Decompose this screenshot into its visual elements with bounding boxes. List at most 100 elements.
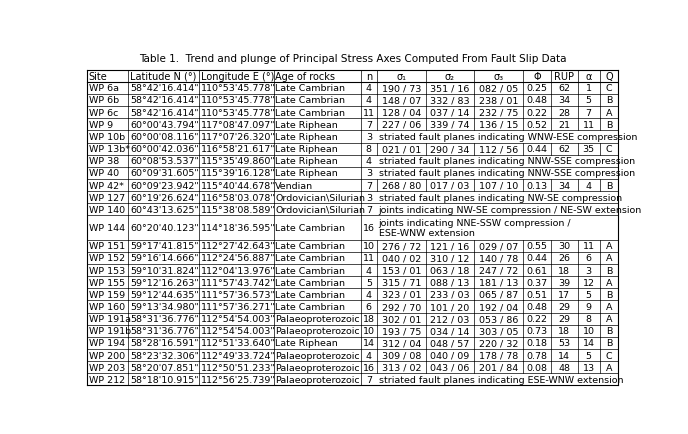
Text: 30: 30	[558, 242, 570, 251]
Text: 58°42'16.414": 58°42'16.414"	[130, 108, 198, 117]
Text: 112°04'13.976": 112°04'13.976"	[201, 266, 275, 275]
Text: Palaeoproterozoic: Palaeoproterozoic	[275, 351, 360, 360]
Text: 117°07'26.320": 117°07'26.320"	[201, 133, 275, 141]
Text: 111°57'43.742": 111°57'43.742"	[201, 278, 275, 287]
Text: 037 / 14: 037 / 14	[430, 108, 470, 117]
Text: 112°27'42.643": 112°27'42.643"	[201, 242, 275, 251]
Text: 0.44: 0.44	[526, 254, 548, 263]
Text: WP 6c: WP 6c	[89, 108, 118, 117]
Text: 5: 5	[585, 290, 592, 299]
Text: 3: 3	[366, 169, 372, 178]
Text: Late Riphean: Late Riphean	[275, 339, 338, 348]
Text: 148 / 07: 148 / 07	[382, 96, 421, 105]
Text: B: B	[605, 121, 612, 129]
Text: 112°54'54.003": 112°54'54.003"	[201, 326, 275, 335]
Text: 4: 4	[366, 351, 372, 360]
Text: 101 / 20: 101 / 20	[430, 302, 470, 311]
Text: Late Cambrian: Late Cambrian	[275, 266, 345, 275]
Text: WP 194: WP 194	[89, 339, 125, 348]
Text: 112°54'54.003": 112°54'54.003"	[201, 315, 275, 323]
Text: WP 40: WP 40	[89, 169, 119, 178]
Text: 58°42'16.414": 58°42'16.414"	[130, 96, 198, 105]
Text: 58°42'16.414": 58°42'16.414"	[130, 84, 198, 93]
Text: 3: 3	[585, 266, 592, 275]
Text: striated fault planes indicating ESE-WNW extension: striated fault planes indicating ESE-WNW…	[378, 375, 623, 384]
Text: Table 1.  Trend and plunge of Principal Stress Axes Computed From Fault Slip Dat: Table 1. Trend and plunge of Principal S…	[139, 54, 566, 64]
Text: Late Cambrian: Late Cambrian	[275, 278, 345, 287]
Text: C: C	[605, 351, 612, 360]
Text: 290 / 34: 290 / 34	[430, 145, 470, 154]
Text: 040 / 02: 040 / 02	[382, 254, 421, 263]
Text: ESE-WNW extension: ESE-WNW extension	[378, 229, 475, 238]
Text: 309 / 08: 309 / 08	[382, 351, 421, 360]
Text: 8: 8	[366, 145, 372, 154]
Text: 6: 6	[585, 254, 592, 263]
Text: 043 / 06: 043 / 06	[430, 363, 470, 372]
Text: 115°39'16.128": 115°39'16.128"	[201, 169, 275, 178]
Text: Late Riphean: Late Riphean	[275, 121, 338, 129]
Text: 110°53'45.778": 110°53'45.778"	[201, 96, 275, 105]
Text: 3: 3	[366, 133, 372, 141]
Text: Q: Q	[605, 72, 613, 82]
Text: 29: 29	[558, 302, 570, 311]
Text: 315 / 71: 315 / 71	[382, 278, 421, 287]
Text: Late Cambrian: Late Cambrian	[275, 302, 345, 311]
Text: n: n	[366, 72, 372, 82]
Text: C: C	[605, 145, 612, 154]
Text: 4: 4	[366, 84, 372, 93]
Text: 088 / 13: 088 / 13	[430, 278, 470, 287]
Text: 60°19'26.624": 60°19'26.624"	[130, 193, 198, 202]
Text: 112°49'33.724": 112°49'33.724"	[201, 351, 275, 360]
Text: 59°17'41.815": 59°17'41.815"	[130, 242, 198, 251]
Text: 4: 4	[366, 290, 372, 299]
Text: WP 140: WP 140	[89, 205, 125, 214]
Text: 60°43'13.625": 60°43'13.625"	[130, 205, 199, 214]
Text: 0.44: 0.44	[526, 145, 548, 154]
Text: 112 / 56: 112 / 56	[479, 145, 518, 154]
Text: 034 / 14: 034 / 14	[430, 326, 470, 335]
Text: WP 42*: WP 42*	[89, 181, 124, 190]
Text: B: B	[605, 326, 612, 335]
Text: σ₂: σ₂	[445, 72, 455, 82]
Text: WP 203: WP 203	[89, 363, 125, 372]
Text: Palaeoproterozoic: Palaeoproterozoic	[275, 315, 360, 323]
Text: RUP: RUP	[555, 72, 574, 82]
Text: 351 / 16: 351 / 16	[430, 84, 470, 93]
Text: 323 / 01: 323 / 01	[382, 290, 421, 299]
Text: Palaeoproterozoic: Palaeoproterozoic	[275, 363, 360, 372]
Text: 16: 16	[363, 224, 375, 233]
Text: WP 191b: WP 191b	[89, 326, 131, 335]
Text: 310 / 12: 310 / 12	[430, 254, 470, 263]
Text: 121 / 16: 121 / 16	[430, 242, 470, 251]
Text: Late Riphean: Late Riphean	[275, 169, 338, 178]
Text: 332 / 83: 332 / 83	[430, 96, 470, 105]
Text: 59°13'34.980": 59°13'34.980"	[130, 302, 199, 311]
Text: Late Cambrian: Late Cambrian	[275, 242, 345, 251]
Text: 212 / 03: 212 / 03	[430, 315, 470, 323]
Text: Age of rocks: Age of rocks	[275, 72, 335, 82]
Text: 116°58'03.078": 116°58'03.078"	[201, 193, 275, 202]
Text: Late Cambrian: Late Cambrian	[275, 84, 345, 93]
Text: 339 / 74: 339 / 74	[430, 121, 470, 129]
Text: 13: 13	[583, 363, 594, 372]
Text: 35: 35	[583, 145, 594, 154]
Text: 60°08'53.537": 60°08'53.537"	[130, 157, 199, 166]
Text: 59°12'16.263": 59°12'16.263"	[130, 278, 199, 287]
Text: σ₁: σ₁	[396, 72, 407, 82]
Text: 11: 11	[363, 254, 375, 263]
Text: WP 155: WP 155	[89, 278, 125, 287]
Text: 114°18'36.595": 114°18'36.595"	[201, 224, 275, 233]
Text: 39: 39	[558, 278, 570, 287]
Text: Ordovician\Silurian: Ordovician\Silurian	[275, 193, 365, 202]
Text: A: A	[605, 363, 612, 372]
Text: 59°16'14.666": 59°16'14.666"	[130, 254, 198, 263]
Text: 247 / 72: 247 / 72	[479, 266, 518, 275]
Text: 303 / 05: 303 / 05	[479, 326, 518, 335]
Text: Late Cambrian: Late Cambrian	[275, 254, 345, 263]
Text: 115°35'49.860": 115°35'49.860"	[201, 157, 275, 166]
Text: 0.18: 0.18	[526, 339, 548, 348]
Text: striated fault planes indicating NW-SE compression: striated fault planes indicating NW-SE c…	[378, 193, 622, 202]
Text: WP 127: WP 127	[89, 193, 125, 202]
Text: 7: 7	[585, 108, 592, 117]
Text: Palaeoproterozoic: Palaeoproterozoic	[275, 375, 360, 384]
